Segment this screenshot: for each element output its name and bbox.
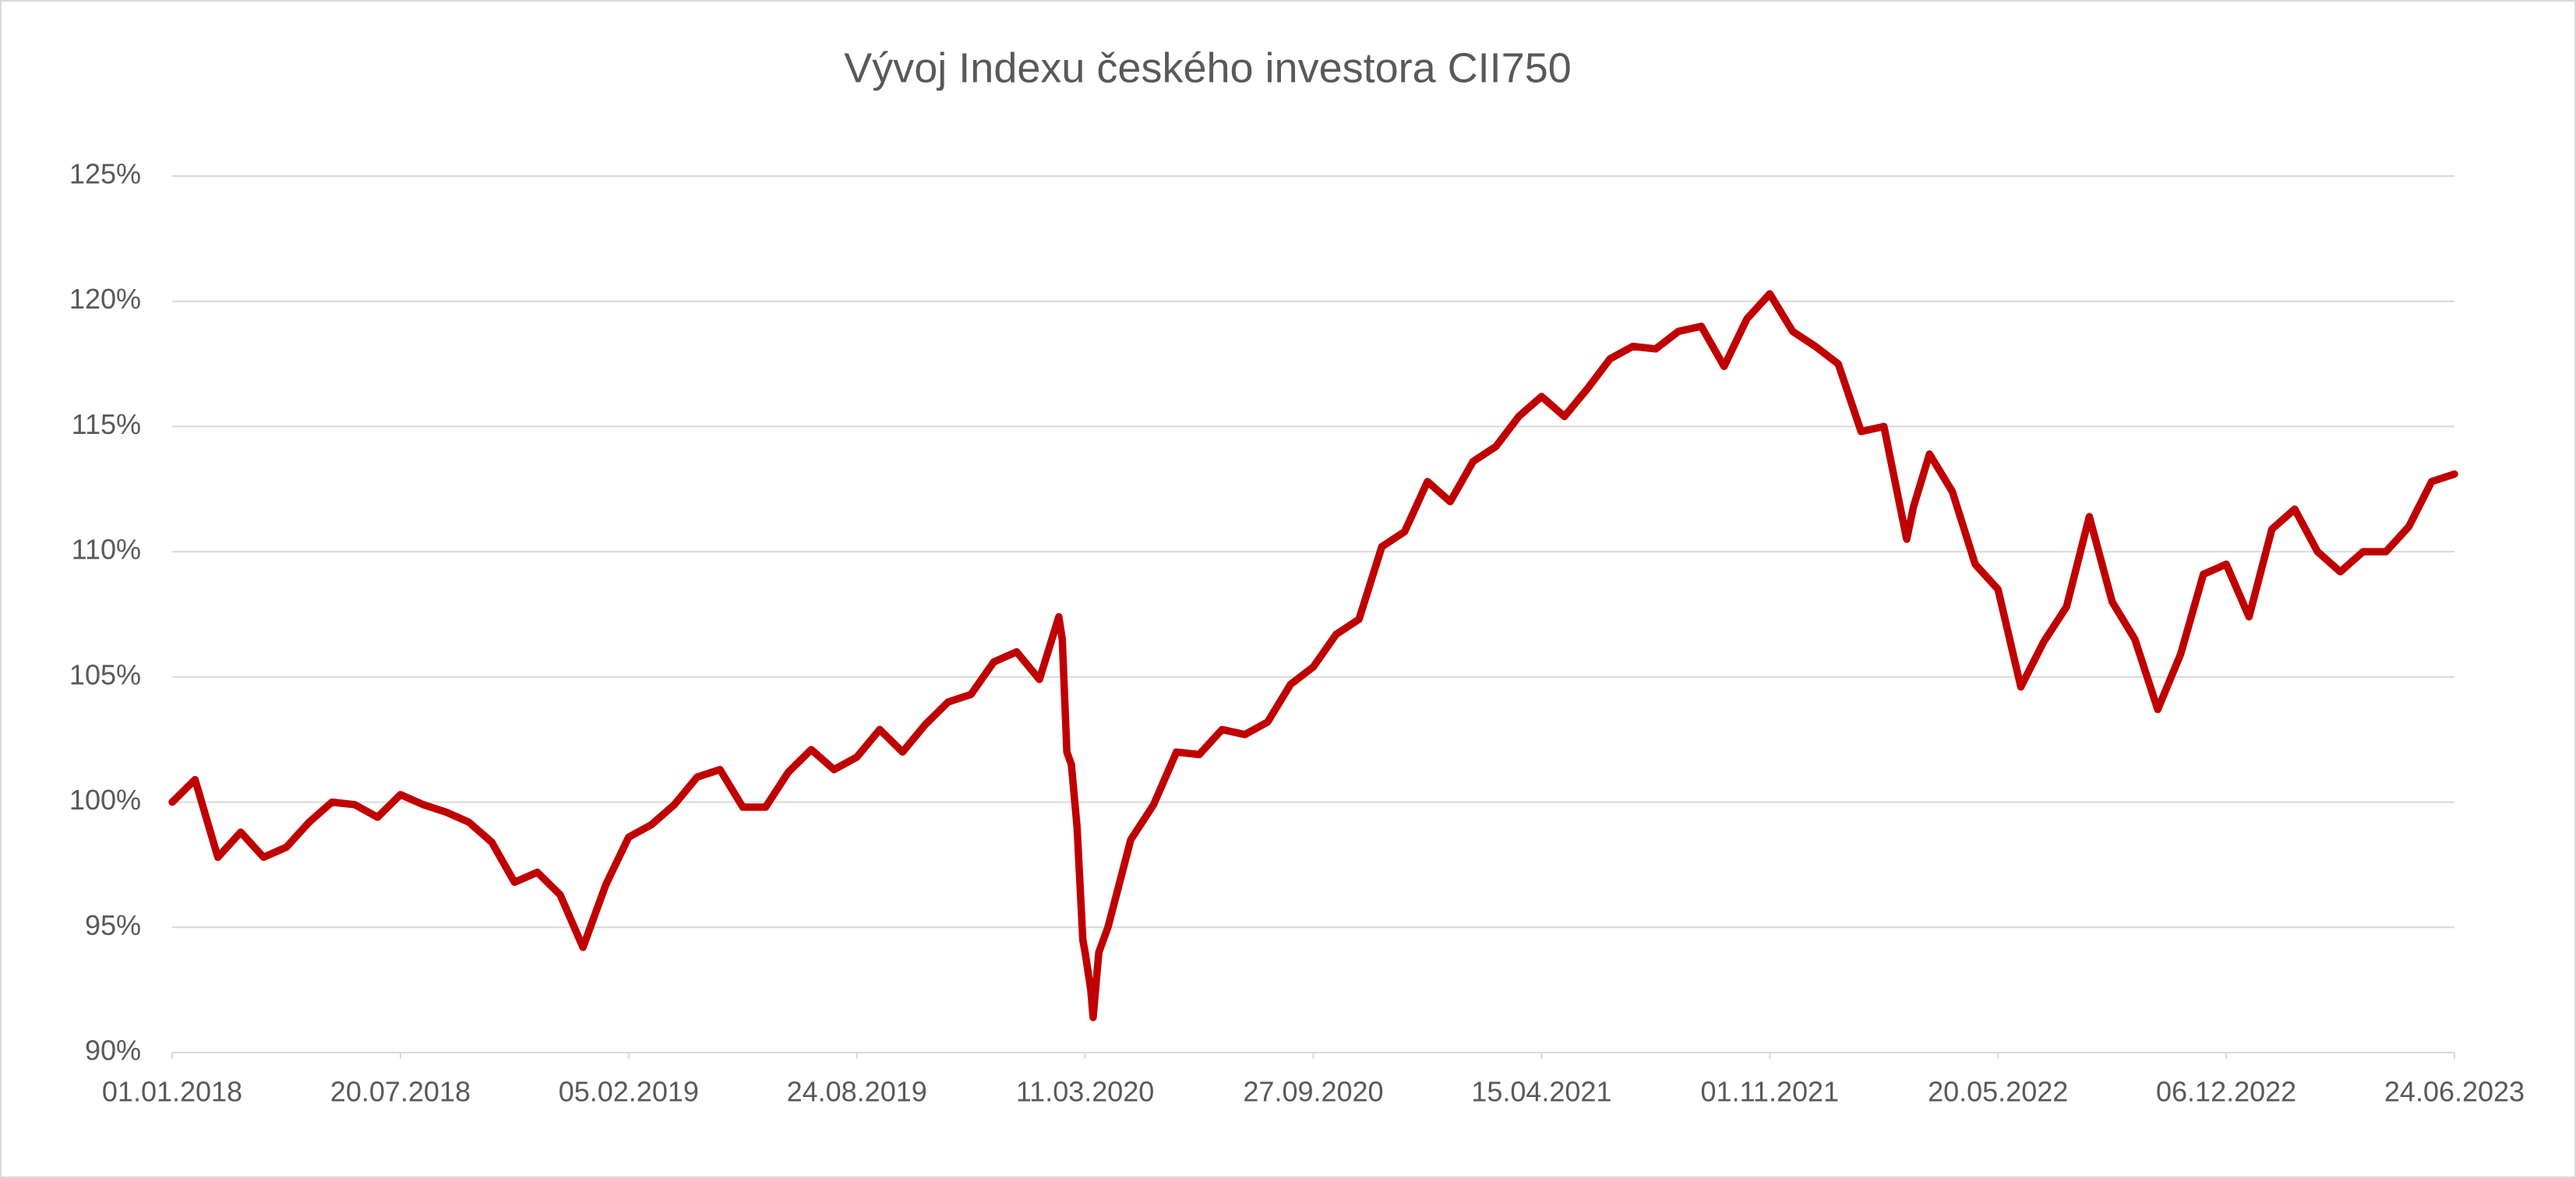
- x-tick-label: 20.07.2018: [330, 1076, 471, 1108]
- y-tick-label: 95%: [85, 909, 141, 941]
- x-tick-label: 05.02.2019: [559, 1076, 699, 1108]
- y-tick-label: 105%: [69, 658, 141, 690]
- y-tick-label: 125%: [69, 158, 141, 190]
- x-tick-label: 24.06.2023: [2384, 1076, 2525, 1108]
- data-line: [168, 290, 2458, 1021]
- y-tick-label: 100%: [69, 784, 141, 816]
- x-tick-label: 24.08.2019: [787, 1076, 927, 1108]
- x-tick-label: 01.01.2018: [102, 1076, 242, 1108]
- x-tick-label: 20.05.2022: [1928, 1076, 2068, 1108]
- x-tick-label: 27.09.2020: [1243, 1076, 1383, 1108]
- y-tick-label: 115%: [72, 408, 141, 440]
- x-tick-label: 01.11.2021: [1701, 1076, 1840, 1108]
- y-tick-label: 90%: [85, 1035, 141, 1067]
- x-tick-label: 11.03.2020: [1016, 1076, 1155, 1108]
- y-tick-label: 110%: [72, 534, 141, 566]
- chart-title: Vývoj Indexu českého investora CII750: [844, 44, 1572, 91]
- y-tick-label: 120%: [69, 283, 141, 315]
- x-tick-label: 15.04.2021: [1471, 1076, 1611, 1108]
- x-tick-label: 06.12.2022: [2156, 1076, 2296, 1108]
